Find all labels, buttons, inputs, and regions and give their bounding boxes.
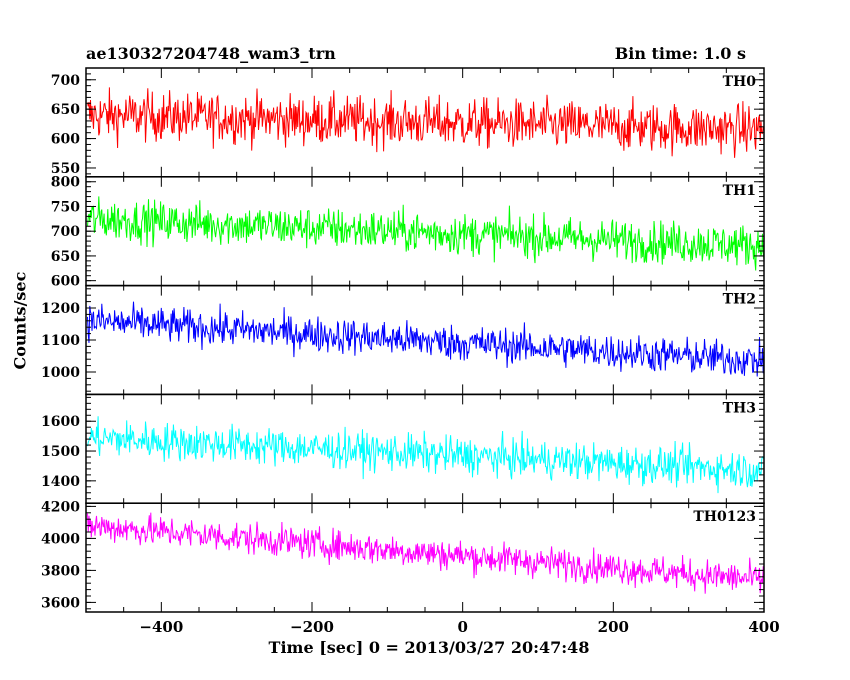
y-tick-label: 3600 <box>41 595 80 611</box>
plot-title: ae130327204748_wam3_trn <box>86 44 336 63</box>
y-tick-label: 4200 <box>41 499 80 515</box>
series-line-th0 <box>87 87 764 158</box>
y-tick-label: 750 <box>51 199 80 215</box>
y-tick-label: 600 <box>51 132 80 148</box>
y-tick-label: 650 <box>51 249 80 265</box>
panel-label-th2: TH2 <box>723 292 756 308</box>
panel-label-th3: TH3 <box>723 400 756 416</box>
y-tick-label: 1100 <box>41 333 80 349</box>
y-tick-label: 700 <box>51 73 80 89</box>
y-tick-label: 650 <box>51 102 80 118</box>
y-tick-label: 4000 <box>41 531 80 547</box>
series-line-th3 <box>87 416 764 494</box>
panel-label-th0123: TH0123 <box>693 509 756 525</box>
series-line-th2 <box>87 301 764 377</box>
x-tick-label: 0 <box>457 618 467 636</box>
panel-label-th0: TH0 <box>723 74 757 90</box>
y-tick-label: 3800 <box>41 563 80 579</box>
panel-frame-th0 <box>85 67 765 178</box>
y-tick-label: 800 <box>51 175 80 191</box>
x-tick-label: 200 <box>598 618 629 636</box>
series-line-th0123 <box>87 512 764 594</box>
y-tick-label: 1500 <box>41 444 80 460</box>
panel-frame-th0123 <box>85 502 765 613</box>
x-tick-label: −400 <box>139 618 183 636</box>
panel-label-th1: TH1 <box>723 183 756 199</box>
series-line-th1 <box>87 196 764 271</box>
y-tick-label: 1400 <box>41 474 80 490</box>
y-tick-label: 1000 <box>41 365 80 381</box>
y-tick-label: 1200 <box>41 301 80 317</box>
y-tick-label: 550 <box>51 161 80 177</box>
y-tick-label: 700 <box>51 224 80 240</box>
x-tick-label: −200 <box>290 618 334 636</box>
x-axis-label: Time [sec] 0 = 2013/03/27 20:47:48 <box>268 638 590 657</box>
bin-time-label: Bin time: 1.0 s <box>614 44 746 63</box>
y-tick-label: 600 <box>51 274 80 290</box>
y-tick-label: 1600 <box>41 414 80 430</box>
x-tick-label: 400 <box>748 618 779 636</box>
